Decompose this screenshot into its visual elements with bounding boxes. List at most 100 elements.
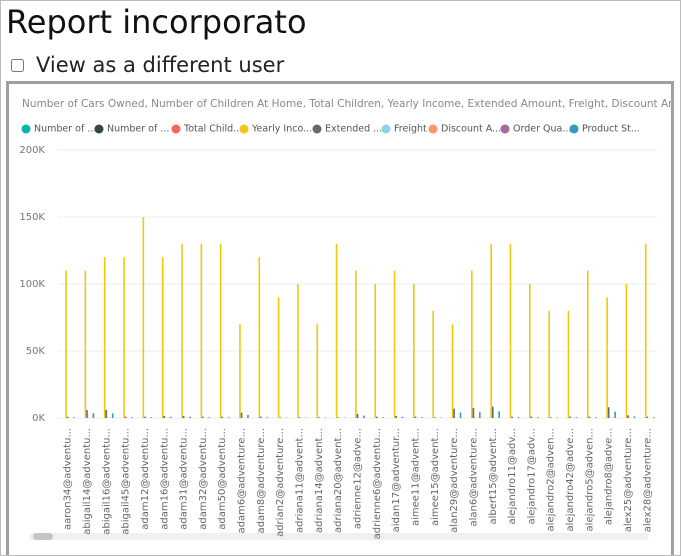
bar xyxy=(395,415,397,418)
bar xyxy=(363,415,365,418)
bar xyxy=(227,417,230,418)
bar xyxy=(459,412,462,418)
x-tick-label: abigail45@adventu... xyxy=(121,428,132,535)
view-as-label: View as a different user xyxy=(36,53,285,77)
bar xyxy=(633,416,636,418)
x-tick-label: adam16@adventu... xyxy=(159,428,170,530)
x-tick-label: adriana14@advent... xyxy=(314,428,325,533)
bar xyxy=(433,417,436,418)
bar xyxy=(181,243,183,418)
legend-marker xyxy=(381,124,391,134)
y-tick-label: 50K xyxy=(26,346,46,357)
y-tick-label: 200K xyxy=(19,145,45,156)
bar xyxy=(123,257,125,418)
bar xyxy=(200,243,203,418)
report-panel: Number of Cars Owned, Number of Children… xyxy=(6,81,680,555)
bar xyxy=(625,284,628,418)
legend-label: Number of ... xyxy=(107,124,169,135)
x-tick-label: alejandro42@adve... xyxy=(565,428,576,531)
view-as-control[interactable]: View as a different user xyxy=(11,53,284,77)
legend-marker xyxy=(239,124,249,134)
legend-marker xyxy=(94,124,104,134)
bar xyxy=(150,417,153,418)
bar xyxy=(105,409,108,418)
legend-label: Yearly Inco... xyxy=(251,124,312,135)
x-tick-label: aimee11@advent... xyxy=(410,428,421,526)
bar xyxy=(586,270,589,418)
bar xyxy=(567,310,570,418)
legend-marker xyxy=(428,124,438,134)
bar xyxy=(652,417,655,418)
chart-title: Number of Cars Owned, Number of Children… xyxy=(22,98,671,110)
bar xyxy=(537,417,539,418)
bar xyxy=(247,414,249,418)
bar xyxy=(297,284,299,418)
bar xyxy=(382,417,385,418)
bar xyxy=(453,408,455,418)
x-tick-label: aaron34@adventu... xyxy=(63,428,74,530)
legend-label: Total Child... xyxy=(183,124,242,135)
x-tick-label: adam32@adventu... xyxy=(198,428,209,530)
bar xyxy=(161,257,164,418)
bar xyxy=(355,270,357,418)
bar xyxy=(221,416,224,418)
bar xyxy=(298,417,301,418)
bar xyxy=(219,243,222,418)
x-tick-label: adrienne6@adventu... xyxy=(372,428,383,539)
bar xyxy=(421,417,423,418)
x-tick-label: adam50@adventu... xyxy=(217,428,228,530)
legend-marker xyxy=(312,124,322,134)
scrollbar-track[interactable] xyxy=(29,533,649,540)
view-as-checkbox[interactable] xyxy=(11,58,24,72)
bar xyxy=(111,413,114,418)
bar xyxy=(318,417,320,418)
bar xyxy=(66,416,69,418)
bar xyxy=(240,412,243,418)
bar xyxy=(103,257,106,418)
x-tick-label: alan29@adventure... xyxy=(449,428,460,533)
bar xyxy=(169,416,172,418)
x-tick-label: alejandro11@adv... xyxy=(507,428,518,525)
x-tick-label: aidan17@adventur... xyxy=(391,428,402,532)
bar xyxy=(84,270,87,418)
legend-marker xyxy=(21,124,31,134)
bar xyxy=(413,284,415,418)
x-tick-label: adam31@adventu... xyxy=(179,428,190,530)
bar xyxy=(86,409,88,418)
bar xyxy=(614,411,616,418)
bar xyxy=(490,243,492,418)
bar xyxy=(530,416,533,418)
bar xyxy=(511,416,513,418)
bar xyxy=(588,416,591,418)
bar xyxy=(208,417,211,418)
y-tick-label: 100K xyxy=(19,279,45,290)
x-tick-label: adam12@adventu... xyxy=(140,428,151,530)
x-tick-label: adriana20@advent... xyxy=(333,428,344,533)
bar xyxy=(277,297,280,418)
bar xyxy=(414,416,417,418)
bar xyxy=(606,297,608,418)
bar xyxy=(131,417,133,418)
y-tick-label: 150K xyxy=(19,212,45,223)
bar xyxy=(182,415,185,418)
scrollbar-thumb[interactable] xyxy=(33,533,53,540)
bar xyxy=(279,417,282,418)
x-tick-label: alejandro5@adven... xyxy=(584,428,595,531)
x-tick-label: abigail16@adventu... xyxy=(101,428,112,535)
bar xyxy=(569,416,571,418)
bar xyxy=(471,270,473,418)
x-tick-label: abigail14@adventu... xyxy=(82,428,93,535)
x-tick-label: adriana11@advent... xyxy=(295,428,306,533)
bar xyxy=(432,310,434,418)
bar xyxy=(472,407,475,418)
bar xyxy=(202,416,204,418)
bar xyxy=(451,324,454,418)
x-tick-label: alex25@adventure... xyxy=(623,428,634,532)
bar xyxy=(548,310,550,418)
bar xyxy=(92,413,95,418)
bar xyxy=(73,417,75,418)
x-tick-label: alejandro2@adven... xyxy=(546,428,557,531)
page-title: Report incorporato xyxy=(6,3,307,41)
legend-marker xyxy=(500,124,510,134)
bar xyxy=(376,416,378,418)
